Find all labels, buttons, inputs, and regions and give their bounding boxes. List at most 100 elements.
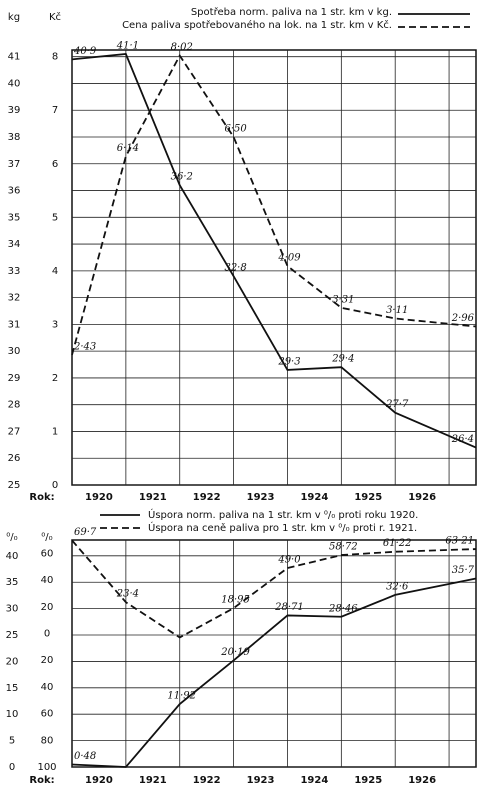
y-tick-label: 37	[8, 159, 21, 170]
y-tick-label: 34	[8, 239, 21, 250]
x-tick-label: 1926	[408, 492, 436, 503]
y-tick-label: 30	[6, 604, 19, 615]
data-label: 2·96	[451, 313, 475, 324]
y2-tick-label: 2	[52, 373, 58, 384]
y2-tick-label: 0	[44, 628, 50, 639]
data-label: 2·43	[73, 341, 96, 352]
x-tick-label: 1922	[193, 492, 221, 503]
data-label: 69·7	[74, 527, 97, 538]
data-label: 36·2	[171, 172, 193, 183]
x-tick-label: 1926	[408, 775, 436, 786]
y-tick-label: 36	[8, 186, 21, 197]
y2-tick-label: 5	[52, 212, 58, 223]
x-tick-label: 1920	[85, 492, 113, 503]
y-tick-label: 41	[8, 52, 21, 63]
legend-label: Úspora norm. paliva na 1 str. km v ⁰/₀ p…	[148, 508, 418, 521]
data-label: 28·46	[328, 603, 358, 614]
x-tick-label: 1925	[354, 492, 382, 503]
y2-tick-label: 20	[41, 655, 54, 666]
y-tick-label: 40	[6, 551, 19, 562]
x-tick-label: 1923	[247, 492, 275, 503]
y-tick-label: 30	[8, 346, 21, 357]
y-tick-label: 29	[8, 373, 21, 384]
plot-frame	[71, 539, 477, 768]
y-tick-label: 15	[6, 683, 19, 694]
data-label: 61·22	[383, 538, 412, 549]
y2-tick-label: 6	[52, 159, 58, 170]
y2-tick-label: 60	[41, 548, 54, 559]
data-line	[71, 577, 477, 768]
data-label: 8·02	[171, 42, 193, 53]
x-axis-label: Rok:	[29, 775, 54, 786]
y-tick-label: 20	[6, 656, 19, 667]
y-axis-label: ⁰/₀	[6, 532, 17, 543]
y2-tick-label: 1	[52, 426, 58, 437]
data-label: 23·4	[116, 589, 139, 600]
y-tick-label: 32	[8, 293, 21, 304]
y2-tick-label: 8	[52, 52, 58, 63]
data-line	[71, 53, 477, 356]
data-label: 26·4	[451, 434, 474, 445]
data-label: 11·92	[167, 691, 196, 702]
x-tick-label: 1924	[300, 492, 328, 503]
x-tick-label: 1922	[193, 775, 221, 786]
y2-axis-label: ⁰/₀	[41, 532, 52, 543]
y-tick-label: 27	[8, 426, 21, 437]
y2-tick-label: 4	[52, 266, 58, 277]
y-tick-label: 38	[8, 132, 21, 143]
y-tick-label: 33	[8, 266, 21, 277]
y2-axis-label: Kč	[49, 11, 61, 23]
legend-label: Cena paliva spotřebovaného na lok. na 1 …	[122, 19, 392, 31]
y-tick-label: 25	[6, 630, 19, 641]
y-tick-label: 31	[8, 319, 21, 330]
x-tick-label: 1921	[139, 775, 167, 786]
y2-tick-label: 40	[41, 575, 54, 586]
data-label: 0·48	[74, 751, 96, 762]
data-line	[71, 53, 477, 449]
data-label: 58·72	[329, 542, 358, 553]
y-tick-label: 5	[9, 736, 15, 747]
data-label: 41·1	[116, 41, 139, 52]
y-tick-label: 10	[6, 709, 19, 720]
y2-tick-label: 80	[41, 735, 54, 746]
y-tick-label: 0	[9, 762, 15, 773]
y-tick-label: 35	[8, 212, 21, 223]
data-label: 32·6	[386, 581, 409, 592]
legend-label: Úspora na ceně paliva pro 1 str. km v ⁰/…	[148, 521, 417, 534]
x-tick-label: 1923	[247, 775, 275, 786]
y2-tick-label: 3	[52, 319, 58, 330]
data-label: 49·0	[277, 555, 301, 566]
y-tick-label: 28	[8, 400, 21, 411]
x-axis-label: Rok:	[29, 492, 54, 503]
y-tick-label: 40	[8, 78, 21, 89]
data-label: 3·31	[332, 294, 354, 305]
data-label: 32·8	[224, 263, 246, 274]
data-label: 63·21	[445, 536, 474, 547]
data-label: 28·71	[274, 602, 304, 613]
data-label: 29·3	[277, 356, 300, 367]
x-tick-label: 1920	[85, 775, 113, 786]
data-label: 29·4	[331, 354, 354, 365]
plot-frame	[71, 49, 477, 486]
data-label: 20·19	[220, 647, 250, 658]
data-label: 18·95	[221, 595, 250, 606]
y2-tick-label: 100	[37, 762, 56, 773]
y-tick-label: 26	[8, 453, 21, 464]
data-label: 3·11	[386, 305, 408, 316]
y2-tick-label: 20	[41, 602, 54, 613]
data-label: 6·14	[117, 143, 139, 154]
data-label: 27·7	[385, 399, 409, 410]
x-tick-label: 1921	[139, 492, 167, 503]
y-tick-label: 35	[6, 577, 19, 588]
data-label: 40·9	[73, 46, 97, 57]
legend-label: Spotřeba norm. paliva na 1 str. km v kg.	[191, 6, 392, 18]
data-label: 6·50	[224, 124, 247, 135]
data-label: 35·7	[452, 565, 475, 576]
y-tick-label: 25	[8, 480, 21, 491]
y-axis-label: kg	[8, 12, 20, 23]
y2-tick-label: 7	[52, 105, 58, 116]
data-label: 4·09	[277, 253, 301, 264]
y2-tick-label: 60	[41, 709, 54, 720]
